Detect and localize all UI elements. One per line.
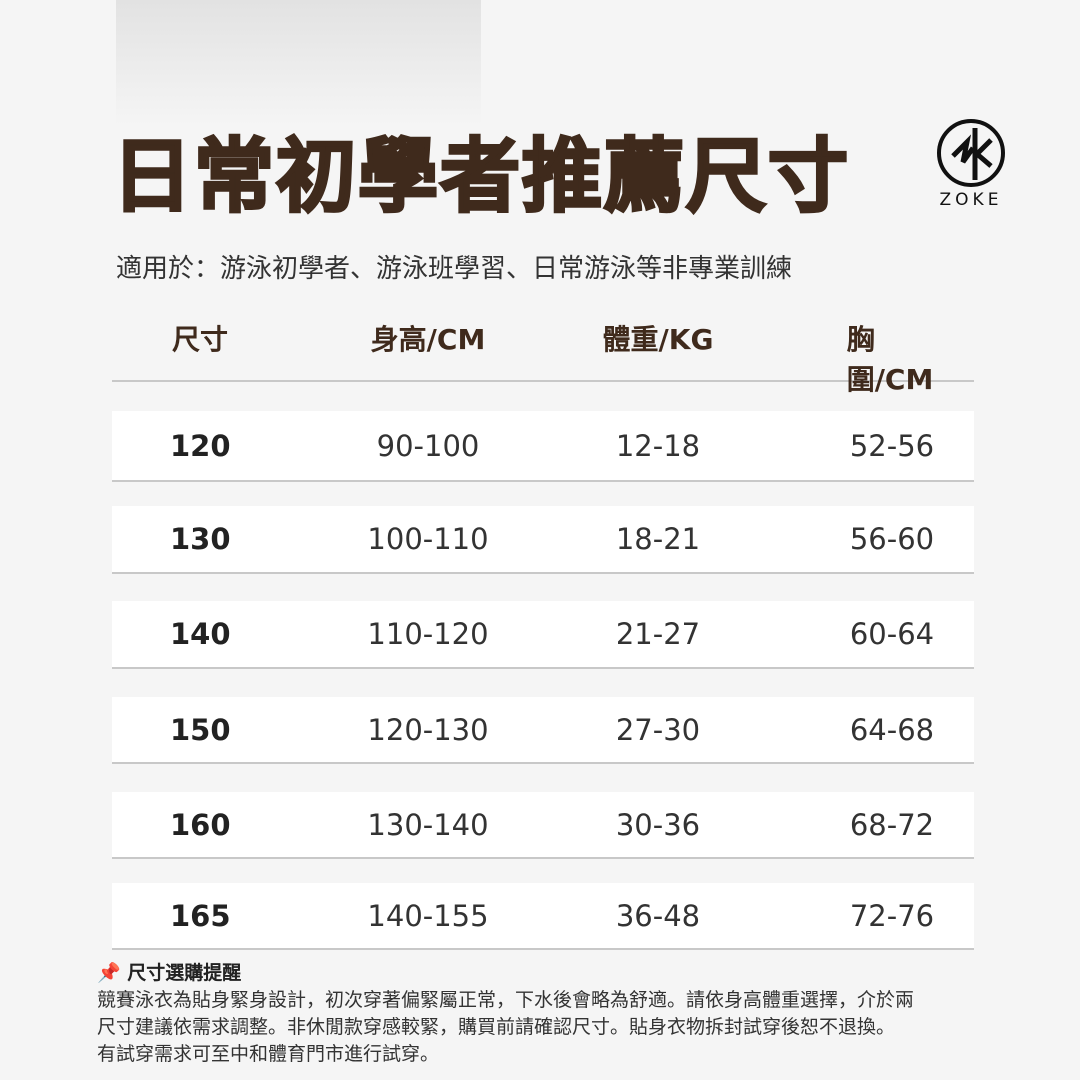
cell-height: 110-120 <box>367 617 489 651</box>
logo-text: ZOKE <box>939 190 1003 210</box>
cell-height: 120-130 <box>367 712 489 747</box>
cell-weight: 30-36 <box>615 807 701 842</box>
table-row: 165 140-155 36-48 72-76 <box>112 883 974 950</box>
table-row: 140 110-120 21-27 60-64 <box>112 601 974 669</box>
cell-chest: 56-60 <box>849 522 935 556</box>
cell-weight: 18-21 <box>615 522 701 556</box>
cell-size: 120 <box>170 428 231 463</box>
note-title: 尺寸選購提醒 <box>127 962 242 984</box>
cell-size: 150 <box>170 712 231 747</box>
cell-height: 90-100 <box>376 428 480 463</box>
table-header: 尺寸 身高/CM 體重/KG 胸圍/CM <box>112 318 974 396</box>
cell-chest: 68-72 <box>849 807 935 842</box>
table-row: 130 100-110 18-21 56-60 <box>112 506 974 574</box>
header-weight: 體重/KG <box>602 323 714 356</box>
size-note: 📌 尺寸選購提醒 競賽泳衣為貼身緊身設計，初次穿著偏緊屬正常，下水後會略為舒適。… <box>97 960 914 1068</box>
cell-height: 130-140 <box>367 807 489 842</box>
cell-weight: 27-30 <box>615 712 701 747</box>
cell-height: 100-110 <box>367 522 489 556</box>
cell-height: 140-155 <box>367 898 489 933</box>
pushpin-icon: 📌 <box>97 962 121 984</box>
subtitle: 適用於：游泳初學者、游泳班學習、日常游泳等非專業訓練 <box>116 254 793 284</box>
header-chest: 胸圍/CM <box>846 323 934 396</box>
cell-chest: 52-56 <box>849 428 935 463</box>
table-row: 150 120-130 27-30 64-68 <box>112 697 974 764</box>
cell-size: 160 <box>170 807 231 842</box>
page-title: 日常初學者推薦尺寸 <box>111 129 850 225</box>
zoke-logo: ZOKE <box>930 118 1012 210</box>
header-height: 身高/CM <box>370 323 486 356</box>
cell-chest: 60-64 <box>849 617 935 651</box>
cell-size: 140 <box>170 617 231 651</box>
note-line: 有試穿需求可至中和體育門市進行試穿。 <box>97 1043 440 1065</box>
cell-size: 130 <box>170 522 231 556</box>
decorative-banner <box>116 0 481 125</box>
cell-weight: 36-48 <box>615 898 701 933</box>
header-size: 尺寸 <box>172 323 229 356</box>
cell-chest: 72-76 <box>849 898 935 933</box>
cell-weight: 12-18 <box>615 428 701 463</box>
table-row: 120 90-100 12-18 52-56 <box>112 411 974 482</box>
cell-chest: 64-68 <box>849 712 935 747</box>
table-row: 160 130-140 30-36 68-72 <box>112 792 974 859</box>
note-line: 尺寸建議依需求調整。非休閒款穿感較緊，購買前請確認尺寸。貼身衣物拆封試穿後恕不退… <box>97 1016 896 1038</box>
note-line: 競賽泳衣為貼身緊身設計，初次穿著偏緊屬正常，下水後會略為舒適。請依身高體重選擇，… <box>97 989 915 1011</box>
cell-weight: 21-27 <box>615 617 701 651</box>
zoke-logo-icon <box>937 119 1005 187</box>
cell-size: 165 <box>170 898 231 933</box>
